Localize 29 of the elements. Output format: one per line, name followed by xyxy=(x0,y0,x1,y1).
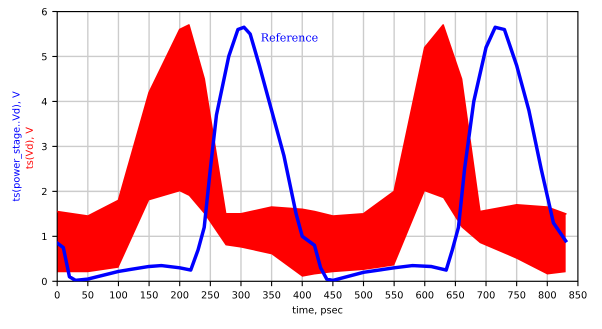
x-tick-label: 550 xyxy=(386,291,403,299)
y-tick-label: 6 xyxy=(42,8,47,16)
x-tick-label: 500 xyxy=(354,291,372,299)
y-axis-title: ts(power_stage..Vd), V xyxy=(12,91,22,202)
y-tick-label: 5 xyxy=(42,53,47,60)
x-tick-label: 850 xyxy=(569,291,587,299)
x-tick-label: 350 xyxy=(263,291,280,299)
x-tick-label: 150 xyxy=(140,291,158,299)
series-label: Reference xyxy=(261,32,318,42)
y-tick-label: 2 xyxy=(42,188,46,196)
x-tick-label: 400 xyxy=(293,291,311,299)
y-tick-label: 1 xyxy=(42,232,47,240)
y-tick-label: 0 xyxy=(42,278,47,286)
x-tick-label: 0 xyxy=(54,291,60,299)
y-tick-label: 4 xyxy=(42,98,47,106)
x-tick-label: 650 xyxy=(446,291,464,299)
x-tick-label: 100 xyxy=(110,291,128,299)
y-tick-label: 3 xyxy=(42,142,47,150)
x-tick-label: 450 xyxy=(324,291,342,299)
text: ts(Vd), V xyxy=(25,127,34,169)
x-tick-label: 50 xyxy=(82,291,94,299)
x-tick-label: 250 xyxy=(202,291,219,299)
x-tick-label: 200 xyxy=(171,291,188,299)
x-tick-label: 600 xyxy=(416,291,434,299)
x-tick-label: 750 xyxy=(508,291,526,299)
x-tick-label: 800 xyxy=(538,291,556,299)
x-tick-label: 300 xyxy=(232,291,250,299)
x-tick-label: 700 xyxy=(478,291,495,299)
x-axis-title: time, psec xyxy=(292,306,342,316)
